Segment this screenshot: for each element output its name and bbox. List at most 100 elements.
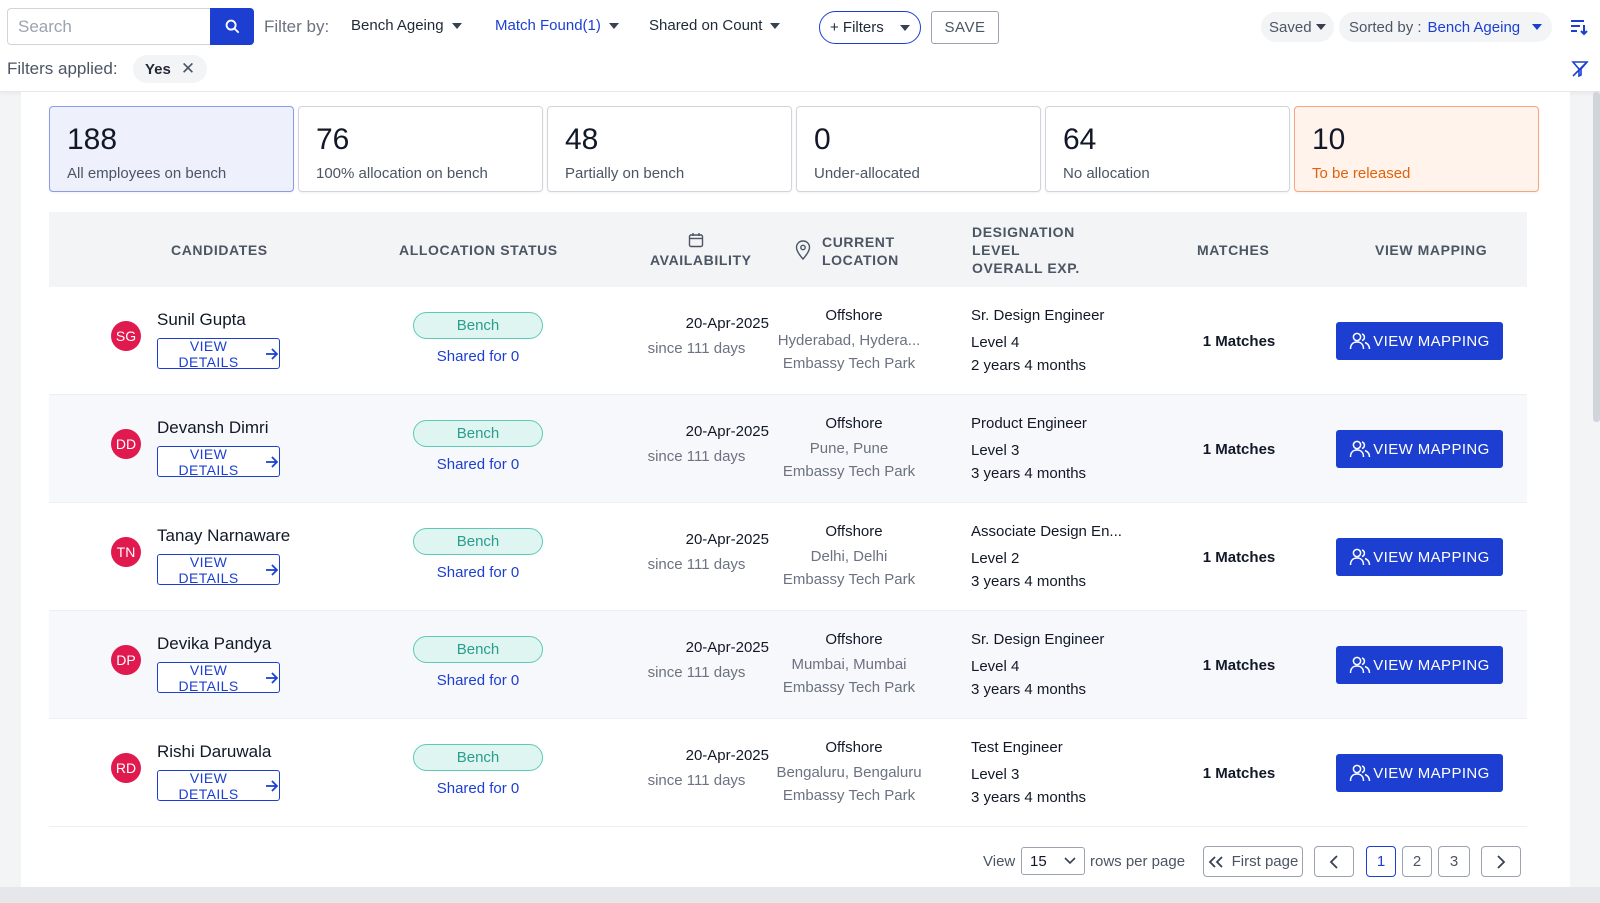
status-badge: Bench <box>413 420 543 447</box>
view-details-button[interactable]: VIEW DETAILS <box>157 446 280 478</box>
availability-date: 20-Apr-2025 <box>685 639 769 656</box>
overall-experience: 2 years 4 months <box>971 357 1087 374</box>
candidate-name: Rishi Daruwala <box>157 742 272 761</box>
stat-cards: 188 All employees on bench 76 100% allocat… <box>49 106 1539 192</box>
location-city: Delhi, Delhi <box>810 548 888 565</box>
view-mapping-label: VIEW MAPPING <box>1373 440 1490 458</box>
stat-label: Partially on bench <box>565 165 685 182</box>
avatar: TN <box>111 537 141 567</box>
search-button[interactable] <box>210 8 254 45</box>
table-row: TN Tanay Narnaware VIEW DETAILS Bench Shared… <box>49 503 1527 611</box>
page-2-button[interactable]: 2 <box>1402 846 1432 877</box>
location-site: Embassy Tech Park <box>782 355 916 372</box>
stat-label: Under-allocated <box>814 165 920 182</box>
stat-label: No allocation <box>1063 165 1150 182</box>
matches-count: 1 Matches <box>1202 333 1276 350</box>
status-badge: Bench <box>413 744 543 771</box>
location-site: Embassy Tech Park <box>782 787 916 804</box>
header-overall-exp: OVERALL EXP. <box>972 260 1080 276</box>
bottom-bar <box>0 887 1600 903</box>
add-filters-label: + Filters <box>830 19 884 36</box>
matches-count: 1 Matches <box>1202 765 1276 782</box>
header-current: CURRENT <box>822 234 895 250</box>
arrow-right-icon <box>266 347 279 360</box>
rows-per-page-select[interactable]: 15 <box>1021 847 1085 875</box>
close-icon[interactable]: ✕ <box>180 59 196 78</box>
caret-down-icon <box>770 22 781 29</box>
chevron-left-icon <box>1329 854 1338 869</box>
bench-ageing-dropdown[interactable]: Bench Ageing <box>351 17 462 34</box>
page-3-button[interactable]: 3 <box>1438 846 1470 877</box>
table-row: DD Devansh Dimri VIEW DETAILS Bench Shared f… <box>49 395 1527 503</box>
avatar: DD <box>111 429 141 459</box>
shared-count-link[interactable]: Shared for 0 <box>436 564 520 581</box>
availability-since: since 111 days <box>647 664 746 681</box>
view-details-label: VIEW DETAILS <box>178 553 239 586</box>
users-icon <box>1350 440 1371 458</box>
location-city: Mumbai, Mumbai <box>791 656 907 673</box>
match-found-dropdown[interactable]: Match Found(1) <box>495 17 619 34</box>
sort-order-icon[interactable] <box>1570 18 1588 36</box>
view-mapping-button[interactable]: VIEW MAPPING <box>1336 430 1503 468</box>
first-page-button[interactable]: First page <box>1203 846 1303 877</box>
search-input[interactable] <box>7 8 210 45</box>
stat-card-partial[interactable]: 48 Partially on bench <box>547 106 792 192</box>
location-type: Offshore <box>825 307 883 324</box>
save-button[interactable]: SAVE <box>931 11 999 44</box>
availability-since: since 111 days <box>647 448 746 465</box>
shared-count-link[interactable]: Shared for 0 <box>436 780 520 797</box>
stat-label: To be released <box>1312 165 1411 182</box>
designation: Sr. Design Engineer <box>971 307 1105 324</box>
candidate-name: Devika Pandya <box>157 634 272 653</box>
stat-card-to-be-released[interactable]: 10 To be released <box>1294 106 1539 192</box>
view-mapping-button[interactable]: VIEW MAPPING <box>1336 322 1503 360</box>
stat-label: All employees on bench <box>67 165 227 182</box>
chevron-right-icon <box>1497 854 1506 869</box>
location-city: Pune, Pune <box>809 440 889 457</box>
view-mapping-button[interactable]: VIEW MAPPING <box>1336 754 1503 792</box>
stat-card-no-allocation[interactable]: 64 No allocation <box>1045 106 1290 192</box>
view-details-button[interactable]: VIEW DETAILS <box>157 553 280 586</box>
shared-count-link[interactable]: Shared for 0 <box>436 672 520 689</box>
view-details-button[interactable]: VIEW DETAILS <box>157 338 280 370</box>
next-page-button[interactable] <box>1481 846 1521 877</box>
view-details-button[interactable]: VIEW DETAILS <box>157 661 280 694</box>
sorted-by-dropdown[interactable]: Sorted by : Bench Ageing <box>1339 12 1553 42</box>
availability-date: 20-Apr-2025 <box>685 423 769 440</box>
double-chevron-left-icon <box>1208 855 1223 868</box>
saved-label: Saved <box>1269 18 1312 36</box>
location-city: Hyderabad, Hydera... <box>777 332 921 349</box>
stat-card-all[interactable]: 188 All employees on bench <box>49 106 294 192</box>
location-site: Embassy Tech Park <box>782 463 916 480</box>
location-site: Embassy Tech Park <box>782 679 916 696</box>
view-details-button[interactable]: VIEW DETAILS <box>157 770 280 802</box>
availability-since: since 111 days <box>647 556 746 573</box>
avatar: SG <box>111 321 141 351</box>
view-label: View <box>983 853 1016 870</box>
prev-page-button[interactable] <box>1314 846 1354 877</box>
candidate-name: Sunil Gupta <box>157 310 246 329</box>
saved-dropdown[interactable]: Saved <box>1261 12 1334 42</box>
top-toolbar: Filter by: Bench Ageing Match Found(1) S… <box>0 0 1600 92</box>
arrow-right-icon <box>266 779 279 792</box>
shared-on-count-dropdown[interactable]: Shared on Count <box>649 17 781 34</box>
view-details-label: VIEW DETAILS <box>178 661 239 694</box>
clear-filter-icon[interactable] <box>1571 60 1589 78</box>
view-mapping-button[interactable]: VIEW MAPPING <box>1336 646 1503 684</box>
rows-per-page-value: 15 <box>1030 852 1047 870</box>
add-filters-button[interactable]: + Filters <box>819 11 921 44</box>
view-mapping-button[interactable]: VIEW MAPPING <box>1336 538 1503 576</box>
stat-card-full-allocation[interactable]: 76 100% allocation on bench <box>298 106 543 192</box>
header-designation: DESIGNATION <box>972 224 1075 240</box>
stat-card-under-allocated[interactable]: 0 Under-allocated <box>796 106 1041 192</box>
location-city: Bengaluru, Bengaluru <box>776 764 922 781</box>
level: Level 4 <box>971 334 1020 351</box>
shared-count-link[interactable]: Shared for 0 <box>436 456 520 473</box>
header-level: LEVEL <box>972 242 1021 258</box>
shared-count-link[interactable]: Shared for 0 <box>436 348 520 365</box>
page-1-button[interactable]: 1 <box>1366 846 1396 877</box>
users-icon <box>1350 764 1371 782</box>
header-candidates: CANDIDATES <box>171 242 268 258</box>
matches-count: 1 Matches <box>1202 441 1276 458</box>
scrollbar[interactable] <box>1593 92 1600 422</box>
